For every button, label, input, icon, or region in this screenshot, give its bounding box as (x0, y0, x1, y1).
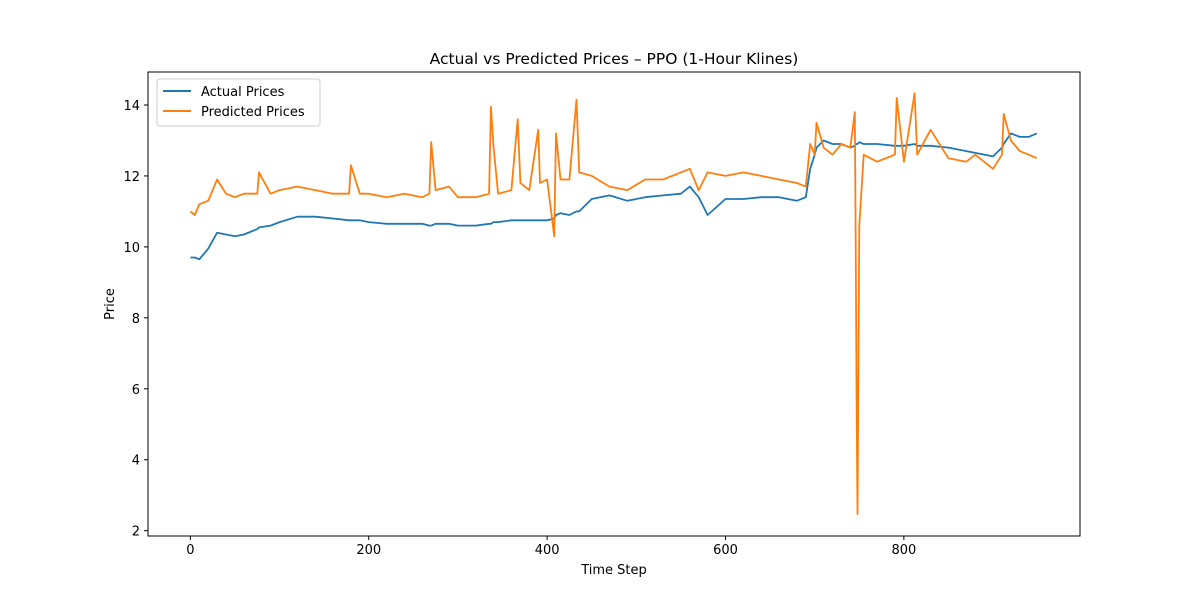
x-tick-label: 400 (535, 543, 560, 558)
x-axis-label: Time Step (580, 563, 647, 578)
legend-label: Predicted Prices (201, 105, 305, 120)
legend-box (156, 78, 321, 127)
y-axis-label: Price (103, 288, 118, 320)
x-tick-label: 600 (713, 543, 738, 558)
y-tick-label: 8 (132, 312, 140, 327)
plot-frame (147, 71, 1081, 537)
series-line (190, 132, 1038, 261)
legend-label: Actual Prices (201, 85, 285, 100)
x-tick-label: 0 (186, 543, 194, 558)
series-line (189, 92, 1038, 515)
y-tick-label: 4 (132, 454, 140, 469)
x-tick-label: 800 (891, 543, 916, 558)
y-tick-label: 6 (132, 383, 140, 398)
y-tick-label: 2 (132, 525, 140, 540)
y-tick-label: 10 (123, 241, 140, 256)
y-tick-label: 12 (123, 170, 140, 185)
y-tick-label: 14 (123, 99, 140, 114)
chart-title: Actual vs Predicted Prices – PPO (1-Hour… (430, 50, 799, 68)
x-tick-label: 200 (356, 543, 381, 558)
